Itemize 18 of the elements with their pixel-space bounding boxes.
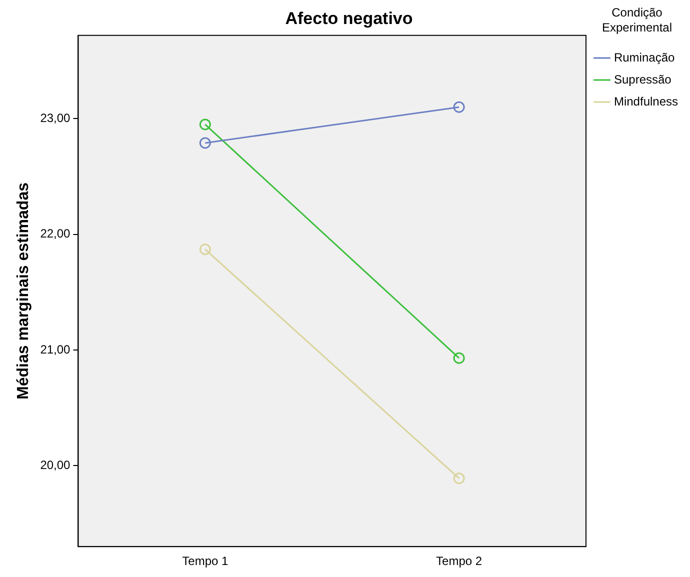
x-tick-label: Tempo 2	[436, 554, 482, 568]
point	[453, 101, 465, 113]
chart-title: Afecto negativo	[285, 8, 413, 28]
y-tick-label: 23,00	[40, 110, 71, 125]
y-tick-label: 22,00	[40, 226, 71, 241]
y-axis-title: Médias marginais estimadas	[15, 182, 32, 400]
legend-title: Condição Experimental	[602, 5, 672, 34]
point	[453, 472, 465, 484]
point	[199, 244, 211, 256]
x-tick-label: Tempo 1	[182, 554, 228, 568]
legend-label: Ruminação	[614, 50, 675, 64]
y-tick-label: 20,00	[40, 458, 71, 472]
point	[453, 352, 465, 364]
point	[199, 118, 211, 130]
point	[199, 137, 211, 149]
legend-label: Mindfulness	[614, 94, 678, 108]
y-tick-label: 21,00	[40, 342, 71, 356]
legend-label: Supressão	[614, 72, 672, 86]
